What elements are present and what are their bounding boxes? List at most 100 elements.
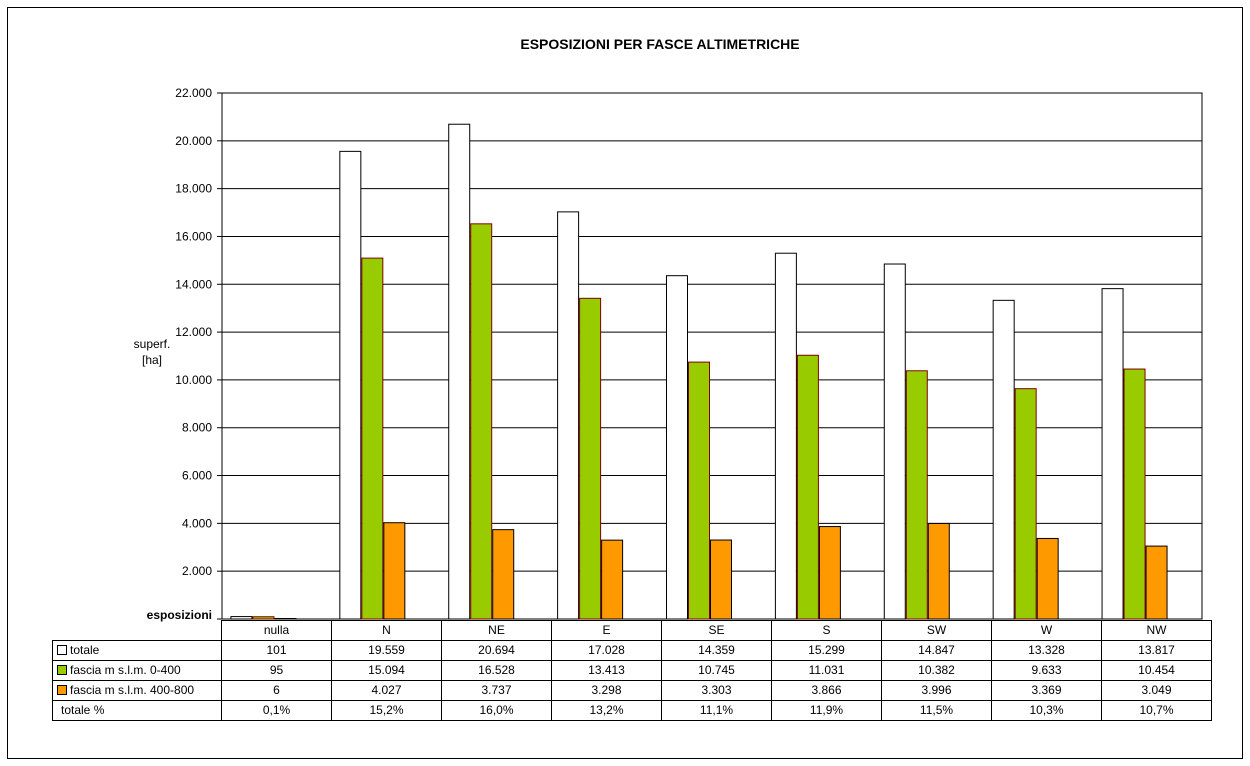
table-cell: 0,1% — [221, 700, 332, 721]
table-cell: 3.996 — [881, 680, 992, 701]
y-tick-label: 6.000 — [182, 469, 212, 483]
table-cell: 14.359 — [661, 640, 772, 661]
category-header: E — [551, 620, 662, 641]
table-cell: 3.298 — [551, 680, 662, 701]
y-tick-label: 18.000 — [175, 182, 212, 196]
bar-totale-n — [339, 150, 362, 620]
bar-totale-nulla — [230, 616, 253, 620]
y-tick-label: 12.000 — [175, 325, 212, 339]
row-header: totale — [52, 640, 222, 661]
bar-fascia-m-s-l-m-0-400-n — [361, 257, 384, 620]
table-cell: 13.328 — [991, 640, 1102, 661]
table-header-row: nulla N NE E SE S SW W NW — [53, 620, 1212, 641]
bar-totale-se — [666, 275, 688, 620]
category-header: N — [331, 620, 442, 641]
table-cell: 19.559 — [331, 640, 442, 661]
bar-fascia-m-s-l-m-400-800-se — [710, 539, 732, 620]
bar-fascia-m-s-l-m-400-800-s — [818, 526, 841, 620]
x-axis-label: esposizioni — [146, 608, 212, 622]
table-row-totale-percent: totale % 0,1% 15,2% 16,0% 13,2% 11,1% 11… — [52, 700, 1212, 721]
category-header: SW — [881, 620, 992, 641]
bar-totale-s — [774, 252, 797, 620]
bar-fascia-m-s-l-m-400-800-e — [601, 539, 624, 620]
row-header: totale % — [52, 700, 222, 721]
y-tick-label: 10.000 — [175, 373, 212, 387]
table-cell: 9.633 — [991, 660, 1102, 681]
table-cell: 16,0% — [441, 700, 552, 721]
y-tick-label: 2.000 — [182, 564, 212, 578]
bar-fascia-m-s-l-m-0-400-s — [796, 354, 819, 620]
y-tick-label: 16.000 — [175, 229, 212, 243]
table-cell: 101 — [221, 640, 332, 661]
table-cell: 11.031 — [771, 660, 882, 681]
category-header: NE — [441, 620, 552, 641]
table-cell: 10.454 — [1101, 660, 1212, 681]
bar-fascia-m-s-l-m-0-400-w — [1014, 388, 1037, 620]
data-table: nulla N NE E SE S SW W NW totale 101 19.… — [52, 620, 1212, 721]
bar-totale-e — [557, 211, 580, 620]
chart-title: ESPOSIZIONI PER FASCE ALTIMETRICHE — [520, 36, 800, 52]
table-cell: 10.382 — [881, 660, 992, 681]
row-header: fascia m s.l.m. 400-800 — [52, 680, 222, 701]
bar-fascia-m-s-l-m-0-400-se — [688, 361, 710, 620]
table-cell: 4.027 — [331, 680, 442, 701]
bar-fascia-m-s-l-m-400-800-nw — [1145, 545, 1168, 620]
table-cell: 13.817 — [1101, 640, 1212, 661]
table-cell: 11,5% — [881, 700, 992, 721]
y-tick-label: 4.000 — [182, 516, 212, 530]
y-tick-label: 14.000 — [175, 277, 212, 291]
table-cell: 10,7% — [1101, 700, 1212, 721]
bar-fascia-m-s-l-m-400-800-sw — [927, 522, 950, 620]
legend-swatch-0-400 — [57, 664, 67, 675]
legend-swatch-totale — [57, 644, 67, 655]
bar-fascia-m-s-l-m-0-400-nw — [1123, 368, 1146, 620]
y-tick-label: 22.000 — [175, 86, 212, 100]
table-cell: 95 — [221, 660, 332, 681]
bar-totale-nw — [1101, 288, 1124, 620]
bar-totale-w — [992, 299, 1015, 620]
table-cell: 20.694 — [441, 640, 552, 661]
bar-totale-sw — [883, 263, 906, 620]
bar-fascia-m-s-l-m-0-400-sw — [905, 370, 928, 620]
table-cell: 3.369 — [991, 680, 1102, 701]
category-header: S — [771, 620, 882, 641]
table-cell: 16.528 — [441, 660, 552, 681]
row-header: fascia m s.l.m. 0-400 — [52, 660, 222, 681]
table-cell: 11,1% — [661, 700, 772, 721]
table-cell: 10.745 — [661, 660, 772, 681]
category-header: W — [991, 620, 1102, 641]
table-cell: 15.094 — [331, 660, 442, 681]
legend-label: fascia m s.l.m. 0-400 — [70, 663, 181, 677]
table-cell: 15.299 — [771, 640, 882, 661]
table-cell: 3.049 — [1101, 680, 1212, 701]
bar-fascia-m-s-l-m-400-800-nulla — [274, 618, 297, 620]
category-header: SE — [661, 620, 772, 641]
category-header: NW — [1101, 620, 1212, 641]
y-axis-label-line-1: superf. — [133, 337, 171, 351]
bar-fascia-m-s-l-m-400-800-n — [383, 522, 406, 620]
table-cell: 10,3% — [991, 700, 1102, 721]
table-row-fascia-0-400: fascia m s.l.m. 0-400 95 15.094 16.528 1… — [52, 660, 1212, 681]
y-axis-label: superf. [ha] — [112, 336, 192, 368]
table-row-totale: totale 101 19.559 20.694 17.028 14.359 1… — [52, 640, 1212, 661]
legend-label: totale — [70, 643, 100, 657]
legend-label: fascia m s.l.m. 400-800 — [70, 683, 195, 697]
legend-swatch-400-800 — [57, 684, 67, 695]
table-cell: 6 — [221, 680, 332, 701]
table-cell: 3.866 — [771, 680, 882, 701]
bar-fascia-m-s-l-m-0-400-ne — [470, 223, 493, 620]
bar-totale-ne — [448, 123, 471, 620]
bar-fascia-m-s-l-m-0-400-nulla — [252, 616, 275, 620]
table-cell: 13.413 — [551, 660, 662, 681]
y-axis-label-line-2: [ha] — [141, 353, 162, 367]
bar-fascia-m-s-l-m-0-400-e — [579, 297, 602, 620]
table-cell: 3.737 — [441, 680, 552, 701]
table-cell: 15,2% — [331, 700, 442, 721]
bar-fascia-m-s-l-m-400-800-ne — [492, 529, 515, 620]
table-cell: 11,9% — [771, 700, 882, 721]
category-header: nulla — [221, 620, 332, 641]
table-cell: 17.028 — [551, 640, 662, 661]
table-cell: 14.847 — [881, 640, 992, 661]
y-tick-label: 20.000 — [175, 134, 212, 148]
